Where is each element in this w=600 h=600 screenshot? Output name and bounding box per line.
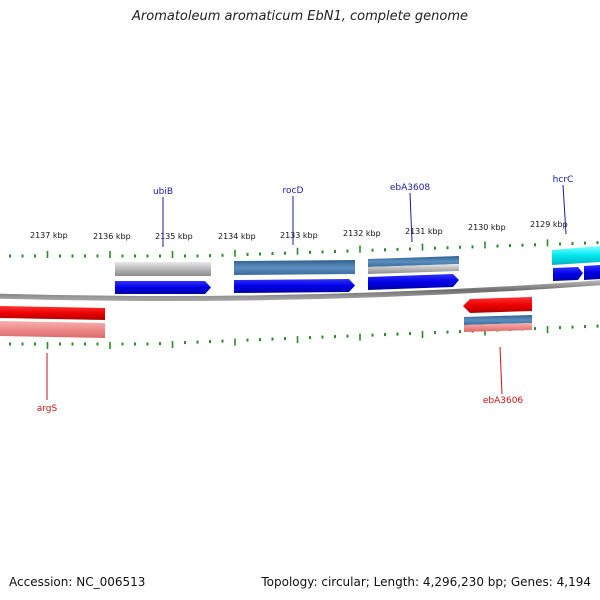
ubiB-cds-arrow[interactable] — [115, 281, 211, 294]
genome-summary-text: Topology: circular; Length: 4,296,230 bp… — [261, 575, 591, 589]
top-tick-track — [9, 239, 599, 258]
kbp-label: 2137 kbp — [30, 231, 68, 240]
genome-backbone — [0, 280, 600, 302]
gene-label-argS[interactable]: argS — [37, 404, 58, 414]
rocD-cds-arrow[interactable] — [234, 279, 355, 293]
forward-cds-track — [115, 265, 600, 294]
next-cds-arrow[interactable] — [584, 265, 600, 280]
kbp-label: 2130 kbp — [468, 223, 506, 232]
map-title: Aromatoleum aromaticum EbN1, complete ge… — [132, 9, 468, 24]
kbp-label: 2131 kbp — [405, 227, 443, 236]
hcrC-cds-arrow[interactable] — [553, 267, 583, 281]
kbp-label: 2133 kbp — [280, 231, 318, 240]
ebA3608-gray-block[interactable] — [368, 264, 459, 274]
ebA3608-cds-arrow[interactable] — [368, 274, 459, 290]
rocD-feature-block[interactable] — [234, 260, 355, 275]
gene-label-ebA3608[interactable]: ebA3608 — [390, 183, 431, 193]
ebA3608-leader-line — [409, 192, 413, 243]
gene-labels: ubiB rocD ebA3608 hcrC argS ebA3606 — [37, 175, 574, 414]
kbp-label: 2134 kbp — [218, 232, 256, 241]
accession-text: Accession: NC_006513 — [9, 575, 146, 589]
hcrC-feature-block[interactable] — [552, 246, 600, 265]
kbp-label: 2129 kbp — [530, 220, 568, 229]
kbp-label: 2132 kbp — [343, 229, 381, 238]
bottom-tick-track — [9, 324, 599, 349]
gene-label-ubiB[interactable]: ubiB — [153, 187, 173, 197]
reverse-cds-track — [0, 297, 532, 338]
gray-feature-block[interactable] — [115, 262, 211, 276]
ebA3606-cds-arrow[interactable] — [463, 297, 532, 313]
kbp-labels: 2137 kbp 2136 kbp 2135 kbp 2134 kbp 2133… — [30, 220, 568, 241]
gene-label-hcrC[interactable]: hcrC — [553, 175, 574, 185]
argS-feature-block[interactable] — [0, 321, 105, 338]
gene-label-rocD[interactable]: rocD — [283, 186, 304, 196]
ebA3606-steel-block[interactable] — [464, 315, 532, 325]
kbp-label: 2135 kbp — [155, 232, 193, 241]
ebA3606-leader-line — [499, 346, 503, 395]
kbp-label: 2136 kbp — [93, 232, 131, 241]
gene-leader-lines — [46, 184, 567, 400]
argS-cds-arrow[interactable] — [0, 306, 105, 320]
feature-track-upper — [115, 246, 600, 276]
hcrC-leader-line — [562, 184, 567, 235]
gene-label-ebA3606[interactable]: ebA3606 — [483, 396, 524, 406]
ebA3606-pink-block[interactable] — [464, 323, 532, 332]
ebA3608-feature-block[interactable] — [368, 256, 459, 267]
